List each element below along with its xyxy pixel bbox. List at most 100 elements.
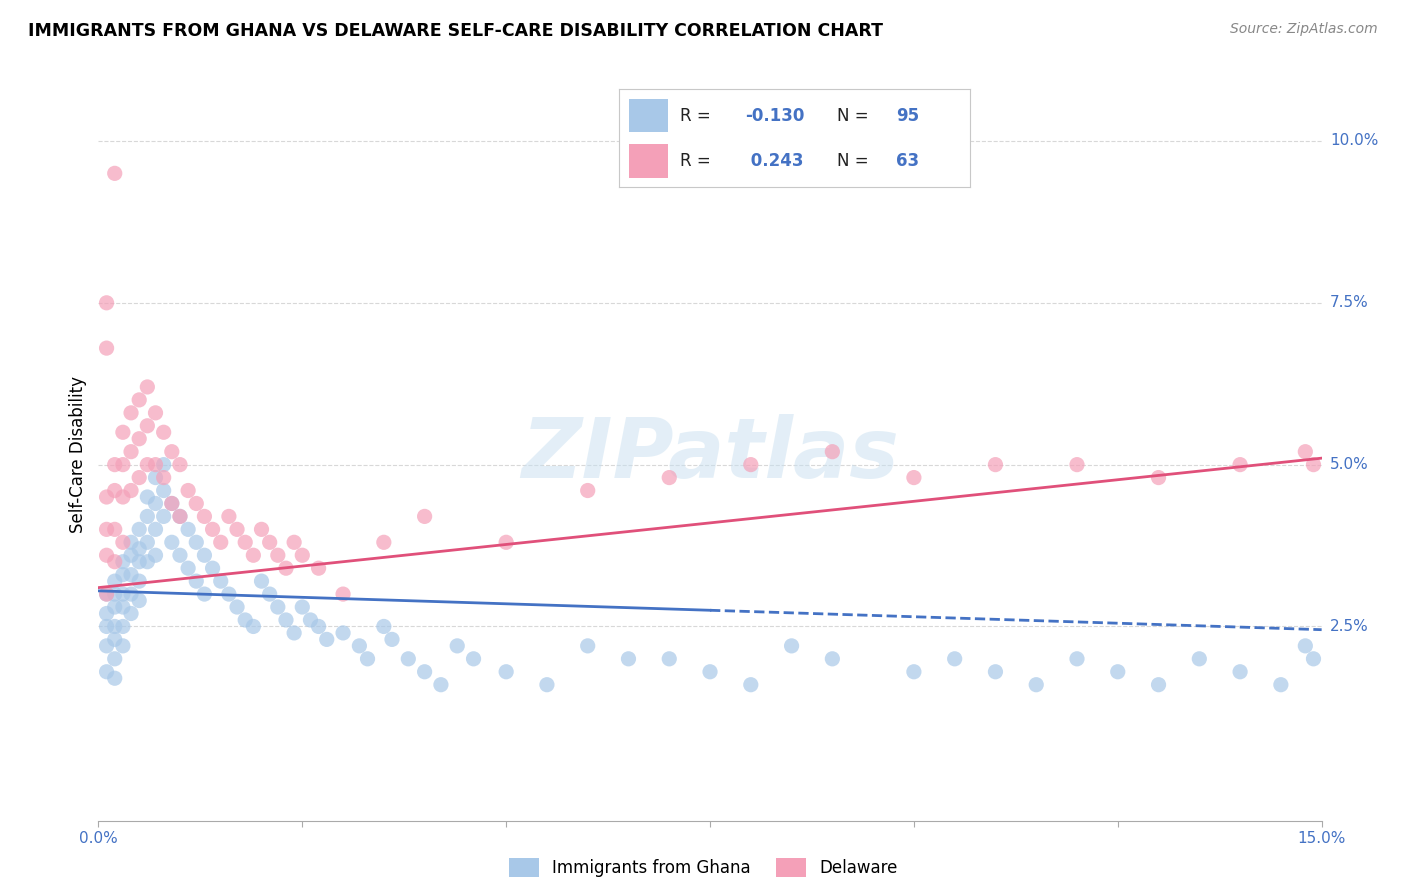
Point <box>903 470 925 484</box>
Point <box>356 652 378 666</box>
Point <box>186 496 208 510</box>
Y-axis label: Self-Care Disability: Self-Care Disability <box>69 376 87 533</box>
Point <box>177 522 200 536</box>
Point <box>267 600 290 615</box>
Point <box>96 665 118 679</box>
Point <box>128 555 150 569</box>
Point <box>1229 665 1251 679</box>
Point <box>1147 470 1170 484</box>
Point <box>209 574 232 589</box>
Point <box>96 548 118 562</box>
Point <box>136 380 159 394</box>
Text: N =: N = <box>837 107 873 125</box>
Point <box>1302 652 1324 666</box>
Point <box>1270 678 1292 692</box>
Text: ZIPatlas: ZIPatlas <box>522 415 898 495</box>
Point <box>943 652 966 666</box>
Text: 7.5%: 7.5% <box>1330 295 1368 310</box>
Point <box>96 341 118 355</box>
Point <box>658 470 681 484</box>
Text: 63: 63 <box>897 152 920 169</box>
Point <box>283 535 305 549</box>
Point <box>177 561 200 575</box>
Point <box>120 406 142 420</box>
Bar <box>630 145 668 178</box>
Point <box>332 626 354 640</box>
Point <box>128 574 150 589</box>
Point <box>120 567 142 582</box>
Point <box>104 166 127 180</box>
Point <box>136 490 159 504</box>
Point <box>218 587 240 601</box>
Point <box>617 652 640 666</box>
Point <box>104 600 127 615</box>
Point <box>136 555 159 569</box>
Point <box>495 665 517 679</box>
Point <box>308 619 330 633</box>
Point <box>145 496 167 510</box>
Point <box>96 490 118 504</box>
Point <box>104 619 127 633</box>
Point <box>104 587 127 601</box>
Point <box>1066 652 1088 666</box>
Point <box>96 607 118 621</box>
Point <box>104 483 127 498</box>
Point <box>104 522 127 536</box>
Point <box>160 496 183 510</box>
Point <box>128 593 150 607</box>
Text: 0.243: 0.243 <box>745 152 804 169</box>
Text: 5.0%: 5.0% <box>1330 457 1368 472</box>
Point <box>169 458 191 472</box>
Point <box>136 418 159 433</box>
Point <box>160 535 183 549</box>
Point <box>349 639 371 653</box>
Point <box>413 665 436 679</box>
Point <box>96 587 118 601</box>
Point <box>169 509 191 524</box>
Point <box>104 652 127 666</box>
Point <box>160 496 183 510</box>
Point <box>186 535 208 549</box>
Text: 2.5%: 2.5% <box>1330 619 1368 634</box>
Point <box>152 458 174 472</box>
Point <box>104 555 127 569</box>
Point <box>373 619 395 633</box>
Point <box>120 548 142 562</box>
Point <box>104 458 127 472</box>
Point <box>111 555 134 569</box>
Point <box>396 652 419 666</box>
Point <box>209 535 232 549</box>
Point <box>111 587 134 601</box>
Point <box>740 678 762 692</box>
Point <box>128 541 150 556</box>
Point <box>104 574 127 589</box>
Point <box>111 639 134 653</box>
Point <box>1302 458 1324 472</box>
Text: R =: R = <box>681 107 716 125</box>
Legend: Immigrants from Ghana, Delaware: Immigrants from Ghana, Delaware <box>502 851 904 884</box>
Point <box>111 600 134 615</box>
Point <box>136 535 159 549</box>
Point <box>332 587 354 601</box>
Point <box>193 587 215 601</box>
Point <box>128 470 150 484</box>
Point <box>96 619 118 633</box>
Point <box>308 561 330 575</box>
Point <box>291 600 314 615</box>
Point <box>576 639 599 653</box>
Point <box>233 613 256 627</box>
Point <box>152 425 174 440</box>
Point <box>128 432 150 446</box>
Point <box>96 522 118 536</box>
Bar <box>630 99 668 132</box>
Point <box>226 522 249 536</box>
Point <box>259 535 281 549</box>
Point <box>201 561 224 575</box>
Point <box>186 574 208 589</box>
Point <box>259 587 281 601</box>
Point <box>250 522 273 536</box>
Point <box>177 483 200 498</box>
Point <box>274 613 297 627</box>
Point <box>226 600 249 615</box>
Point <box>120 444 142 458</box>
